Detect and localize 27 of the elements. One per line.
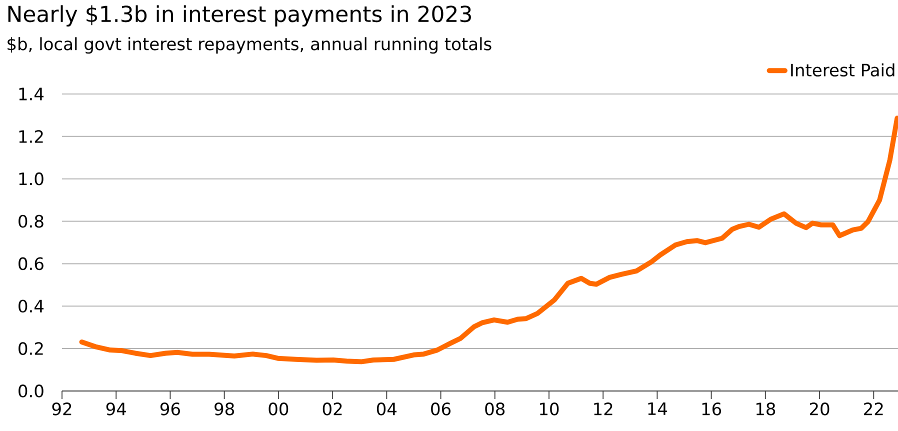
x-tick-label: 22 [864,402,883,416]
y-tick-label: 1.2 [19,130,43,143]
y-tick-label: 0.8 [18,214,44,228]
x-tick-label: 20 [810,402,830,416]
y-tick-label: 0.6 [18,257,44,270]
x-tick-label: 96 [160,402,180,416]
y-tick-label: 0.4 [18,300,44,313]
x-tick-label: 92 [52,402,72,416]
y-tick-label: 0.2 [18,342,43,355]
x-tick-label: 16 [702,402,722,416]
y-tick-label: 1.4 [19,88,44,100]
x-tick-label: 94 [106,402,126,416]
x-tick-label: 12 [594,402,612,416]
x-tick-label: 08 [485,402,505,416]
y-tick-label: 0.0 [18,384,44,398]
x-tick-label: 02 [322,402,342,416]
x-tick-label: 06 [431,402,451,416]
x-tick-label: 14 [648,402,668,415]
y-tick-label: 1.0 [19,172,44,186]
x-tick-label: 10 [540,402,559,416]
x-tick-label: 18 [756,402,776,416]
chart-subtitle: $b, local govt interest repayments, annual running totals [8,37,492,54]
x-tick-label: 04 [376,402,397,416]
x-tick-label: 98 [214,402,234,416]
legend-label: Interest Paid [791,63,894,77]
x-tick-label: 00 [268,402,288,416]
chart-title: Nearly $1.3b in interest payments in 2023 [8,5,471,26]
